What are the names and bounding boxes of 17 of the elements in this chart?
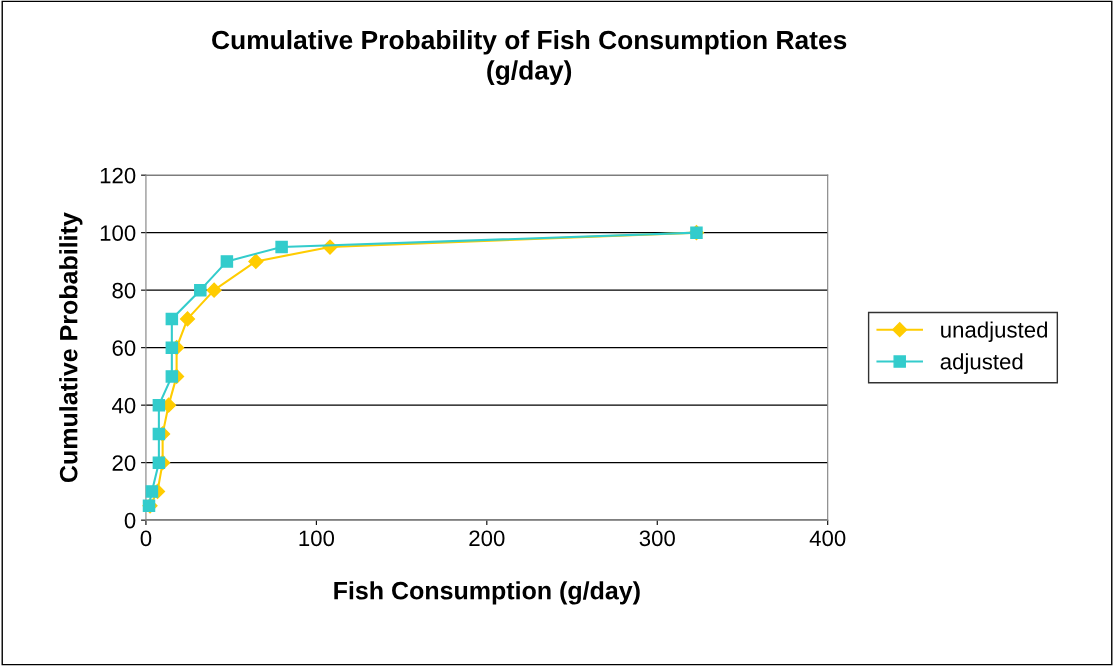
x-tick-label: 0 [140,530,152,547]
legend-label: unadjusted [941,321,1048,343]
x-tick-label: 300 [639,530,675,547]
legend-label: adjusted [940,353,1023,374]
y-axis-title: Cumulative Probability [59,212,83,483]
y-tick-label: 60 [112,340,136,356]
y-tick-label: 80 [112,282,136,299]
x-tick-label: 400 [809,530,846,547]
y-tick-label: 0 [124,512,136,529]
chart-title: Cumulative Probability of Fish Consumption Rates (g/day) [212,29,847,86]
x-tick-label: 200 [469,530,505,547]
x-tick-label: 100 [299,530,335,547]
y-tick-label: 20 [112,455,136,471]
y-tick-label: 100 [100,225,136,241]
x-axis-title: Fish Consumption (g/day) [334,581,640,605]
y-tick-label: 120 [100,167,136,184]
y-tick-label: 40 [112,397,136,414]
